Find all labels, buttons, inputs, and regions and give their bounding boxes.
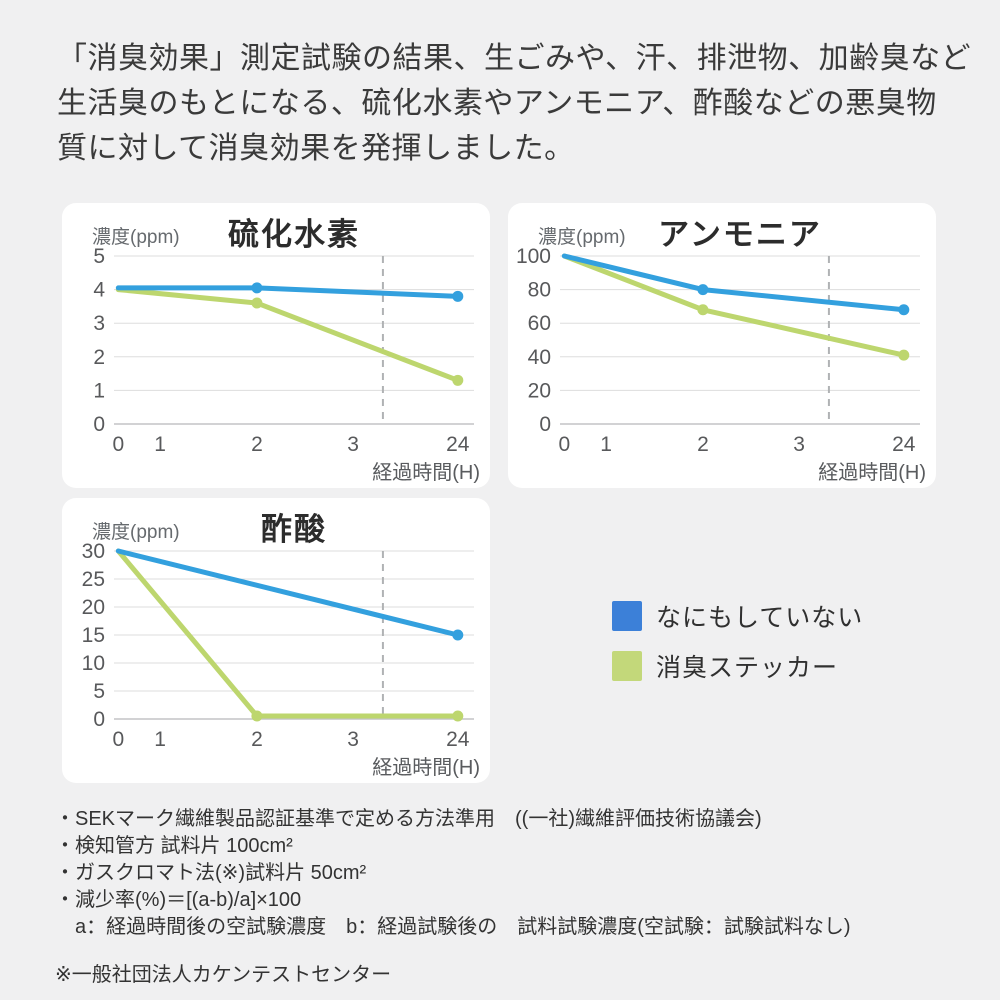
- svg-text:3: 3: [347, 728, 359, 751]
- svg-text:1: 1: [154, 728, 166, 751]
- note-line: ・減少率(%)＝[(a-b)/a]×100: [55, 889, 302, 911]
- svg-text:0: 0: [112, 433, 124, 456]
- header-line-1: 「消臭効果」測定試験の結果、生ごみや、汗、排泄物、加齢臭など: [57, 42, 972, 75]
- svg-text:24: 24: [892, 433, 916, 456]
- header-text: 「消臭効果」測定試験の結果、生ごみや、汗、排泄物、加齢臭など 生活臭のもとになる…: [57, 36, 971, 171]
- chart-panel-acetic-acid: 濃度(ppm) 酢酸 0 5 10 15 20 25 30 0 1 2 3 24 経過時間(H): [62, 498, 490, 783]
- svg-text:2: 2: [251, 728, 263, 751]
- legend-label: 消臭ステッカー: [656, 654, 839, 682]
- svg-text:100: 100: [516, 245, 551, 268]
- chart-legend: なにもしていない 消臭ステッカー: [612, 601, 863, 701]
- chart-panel-ammonia: 濃度(ppm) アンモニア 0 20 40 60 80 100 0 1 2 3 24 経過時間(H): [508, 203, 936, 488]
- chart-plot: 0 20 40 60 80 100 0 1 2 3 24 経過時間(H): [516, 245, 926, 484]
- svg-text:0: 0: [93, 413, 105, 436]
- note-line: a：経過時間後の空試験濃度 b：経過試験後の 試料試験濃度(空試験：試験試料なし…: [55, 916, 851, 938]
- footer-notes: ・SEKマーク繊維製品認証基準で定める方法準用 ((一社)繊維評価技術協議会) …: [55, 806, 851, 989]
- legend-swatch-blue: [612, 601, 642, 631]
- svg-text:4: 4: [93, 279, 105, 302]
- svg-text:経過時間(H): 経過時間(H): [818, 461, 926, 484]
- svg-text:60: 60: [528, 312, 551, 335]
- y-axis-label: 濃度(ppm): [92, 522, 180, 543]
- svg-text:0: 0: [112, 728, 124, 751]
- svg-text:5: 5: [93, 680, 105, 703]
- header-line-3: 質に対して消臭効果を発揮しました。: [57, 132, 575, 165]
- note-line: ・検知管方 試料片 100cm²: [55, 835, 293, 857]
- svg-text:80: 80: [528, 279, 551, 302]
- chart-title: 酢酸: [261, 512, 327, 547]
- chart-plot: 0 5 10 15 20 25 30 0 1 2 3 24 経過時間(H): [82, 540, 480, 779]
- note-line: ・ガスクロマト法(※)試料片 50cm²: [55, 862, 367, 884]
- svg-text:1: 1: [154, 433, 166, 456]
- note-line: ・SEKマーク繊維製品認証基準で定める方法準用 ((一社)繊維評価技術協議会): [55, 808, 762, 830]
- svg-text:15: 15: [82, 624, 105, 647]
- svg-text:24: 24: [446, 728, 470, 751]
- legend-item-untreated: なにもしていない: [612, 601, 864, 632]
- source-line: ※一般社団法人カケンテストセンター: [55, 964, 392, 986]
- legend-item-deodorant-sticker: 消臭ステッカー: [612, 651, 863, 682]
- y-axis-label: 濃度(ppm): [92, 227, 180, 248]
- svg-text:25: 25: [82, 568, 105, 591]
- svg-text:20: 20: [82, 596, 105, 619]
- svg-text:2: 2: [697, 433, 709, 456]
- chart-title: 硫化水素: [228, 217, 360, 252]
- svg-text:0: 0: [539, 413, 551, 436]
- chart-title: アンモニア: [658, 217, 822, 252]
- svg-text:3: 3: [793, 433, 805, 456]
- svg-text:3: 3: [347, 433, 359, 456]
- svg-text:経過時間(H): 経過時間(H): [372, 461, 480, 484]
- svg-text:24: 24: [446, 433, 470, 456]
- svg-text:5: 5: [93, 245, 105, 268]
- svg-text:10: 10: [82, 652, 105, 675]
- header-line-2: 生活臭のもとになる、硫化水素やアンモニア、酢酸などの悪臭物: [57, 87, 937, 120]
- chart-plot: 0 1 2 3 4 5 0 1 2 3 24 経過時間(H): [93, 245, 480, 484]
- svg-text:1: 1: [600, 433, 612, 456]
- legend-label: なにもしていない: [656, 604, 864, 632]
- svg-text:0: 0: [93, 708, 105, 731]
- svg-text:40: 40: [528, 346, 551, 369]
- svg-text:20: 20: [528, 379, 551, 402]
- svg-text:2: 2: [93, 346, 105, 369]
- svg-text:3: 3: [93, 312, 105, 335]
- chart-panel-hydrogen-sulfide: 濃度(ppm) 硫化水素 0 1 2 3 4 5 0 1 2 3 24 経過時間(H): [62, 203, 490, 488]
- svg-text:1: 1: [93, 379, 105, 402]
- svg-text:2: 2: [251, 433, 263, 456]
- y-axis-label: 濃度(ppm): [538, 227, 626, 248]
- svg-text:0: 0: [558, 433, 570, 456]
- legend-swatch-green: [612, 651, 642, 681]
- svg-text:30: 30: [82, 540, 105, 563]
- svg-text:経過時間(H): 経過時間(H): [372, 756, 480, 779]
